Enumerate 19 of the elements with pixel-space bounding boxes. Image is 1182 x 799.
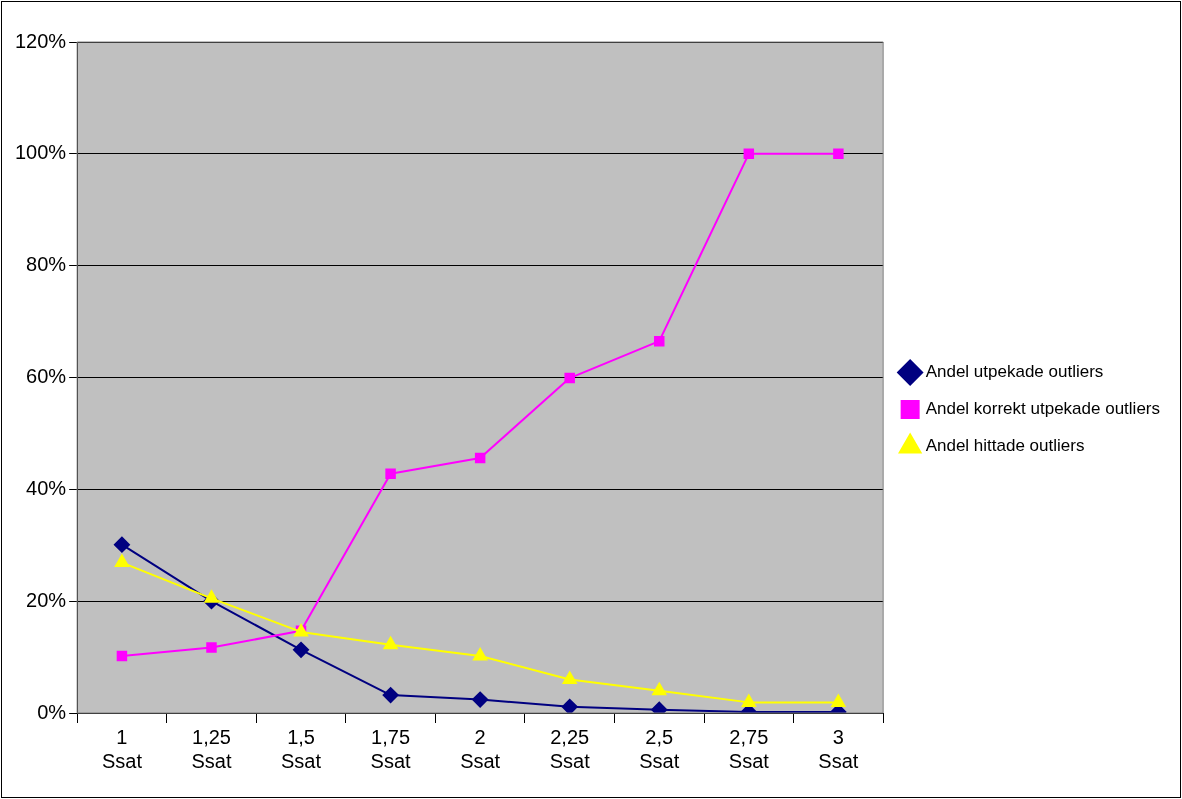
y-tick-label: 0%: [37, 700, 67, 723]
y-tick-label: 80%: [26, 253, 67, 276]
x-tick-label: 2,25 Ssat: [549, 725, 591, 772]
x-tick-label: 1,75 Ssat: [370, 725, 412, 772]
y-tick-label: 60%: [26, 365, 67, 388]
x-tick-label: 2,5 Ssat: [639, 725, 680, 772]
x-tick-label: 1 Ssat: [101, 725, 143, 772]
x-tick-label: 2 Ssat: [460, 725, 501, 772]
x-tick-label: 1,25 Ssat: [191, 725, 232, 772]
x-tick-label: 3 Ssat: [818, 725, 859, 772]
legend-label: Andel utpekade outliers: [925, 362, 1104, 382]
y-tick-label: 40%: [26, 476, 67, 499]
y-tick-label: 20%: [26, 588, 67, 611]
legend-label: Andel hittade outliers: [925, 436, 1085, 456]
legend-label: Andel korrekt utpekade outliers: [925, 399, 1160, 419]
x-tick-label: 1,5 Ssat: [281, 725, 322, 772]
x-tick-label: 2,75 Ssat: [728, 725, 770, 772]
y-tick-label: 120%: [15, 29, 67, 52]
y-tick-label: 100%: [15, 141, 67, 164]
